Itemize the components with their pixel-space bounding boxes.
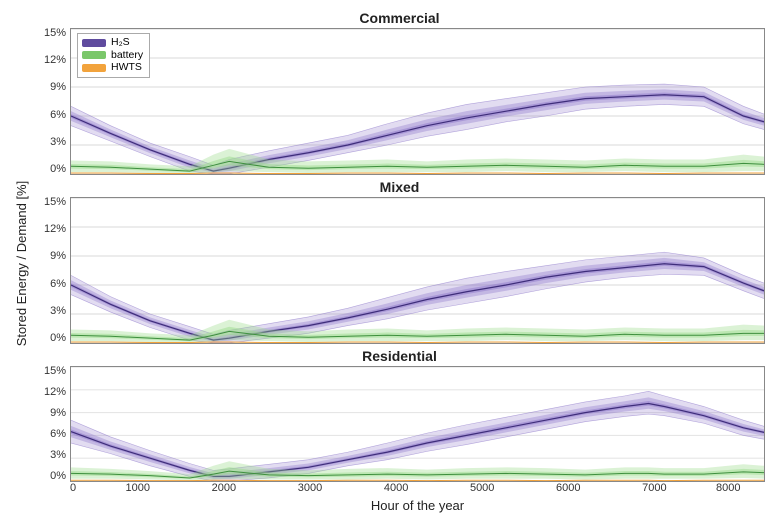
panel-residential: Residential 15% 12% 9% 6% 3% 0% 0 1000 2000 3000 40…: [34, 348, 765, 513]
ylabel: Stored Energy / Demand [%]: [15, 181, 30, 346]
ytick: 6%: [50, 429, 66, 440]
legend-item: HWTS: [82, 62, 143, 74]
ytick: 9%: [50, 251, 66, 262]
ytick: 0%: [50, 164, 66, 175]
ytick: 15%: [44, 28, 66, 39]
legend-item: battery: [82, 50, 143, 62]
legend-label: battery: [111, 50, 143, 62]
plot-area: [70, 197, 765, 344]
legend-swatch: [82, 39, 106, 47]
plot-row: 15% 12% 9% 6% 3% 0%: [34, 366, 765, 482]
storage-figure: Stored Energy / Demand [%] Commercial 15%…: [10, 10, 765, 517]
xtick: 3000: [298, 482, 322, 496]
legend-item: H₂S: [82, 37, 143, 49]
xtick: 4000: [384, 482, 408, 496]
ytick: 15%: [44, 197, 66, 208]
legend-swatch: [82, 64, 106, 72]
y-ticks: 15% 12% 9% 6% 3% 0%: [34, 28, 70, 175]
ytick: 12%: [44, 224, 66, 235]
xtick: 5000: [470, 482, 494, 496]
y-ticks: 15% 12% 9% 6% 3% 0%: [34, 366, 70, 482]
xtick: 8000: [716, 482, 740, 496]
panel-title: Commercial: [34, 10, 765, 26]
panel-mixed: Mixed 15% 12% 9% 6% 3% 0%: [34, 179, 765, 344]
plot-row: 15% 12% 9% 6% 3% 0% H₂SbatteryHWTS: [34, 28, 765, 175]
plot-row: 15% 12% 9% 6% 3% 0%: [34, 197, 765, 344]
ytick: 0%: [50, 471, 66, 482]
plot-area: H₂SbatteryHWTS: [70, 28, 765, 175]
xtick: 2000: [212, 482, 236, 496]
ytick: 12%: [44, 55, 66, 66]
xtick: 1000: [126, 482, 150, 496]
panel-commercial: Commercial 15% 12% 9% 6% 3% 0% H₂SbatteryHWTS: [34, 10, 765, 175]
legend-swatch: [82, 51, 106, 59]
ytick: 9%: [50, 408, 66, 419]
panel-title: Residential: [34, 348, 765, 364]
xtick: 7000: [642, 482, 666, 496]
ytick: 9%: [50, 82, 66, 93]
ytick: 3%: [50, 450, 66, 461]
ylabel-container: Stored Energy / Demand [%]: [10, 10, 34, 517]
legend-label: HWTS: [111, 62, 142, 74]
xlabel: Hour of the year: [34, 498, 765, 513]
xtick: 0: [70, 482, 76, 496]
ytick: 12%: [44, 387, 66, 398]
ytick: 3%: [50, 137, 66, 148]
y-ticks: 15% 12% 9% 6% 3% 0%: [34, 197, 70, 344]
x-ticks: 0 1000 2000 3000 4000 5000 6000 7000 8000: [34, 482, 765, 496]
legend: H₂SbatteryHWTS: [77, 33, 150, 78]
xtick: 6000: [556, 482, 580, 496]
ytick: 15%: [44, 366, 66, 377]
ytick: 6%: [50, 279, 66, 290]
ytick: 0%: [50, 333, 66, 344]
panels-container: Commercial 15% 12% 9% 6% 3% 0% H₂SbatteryHWTS Mi…: [34, 10, 765, 517]
ytick: 3%: [50, 306, 66, 317]
ytick: 6%: [50, 110, 66, 121]
panel-title: Mixed: [34, 179, 765, 195]
plot-area: [70, 366, 765, 482]
legend-label: H₂S: [111, 37, 130, 49]
